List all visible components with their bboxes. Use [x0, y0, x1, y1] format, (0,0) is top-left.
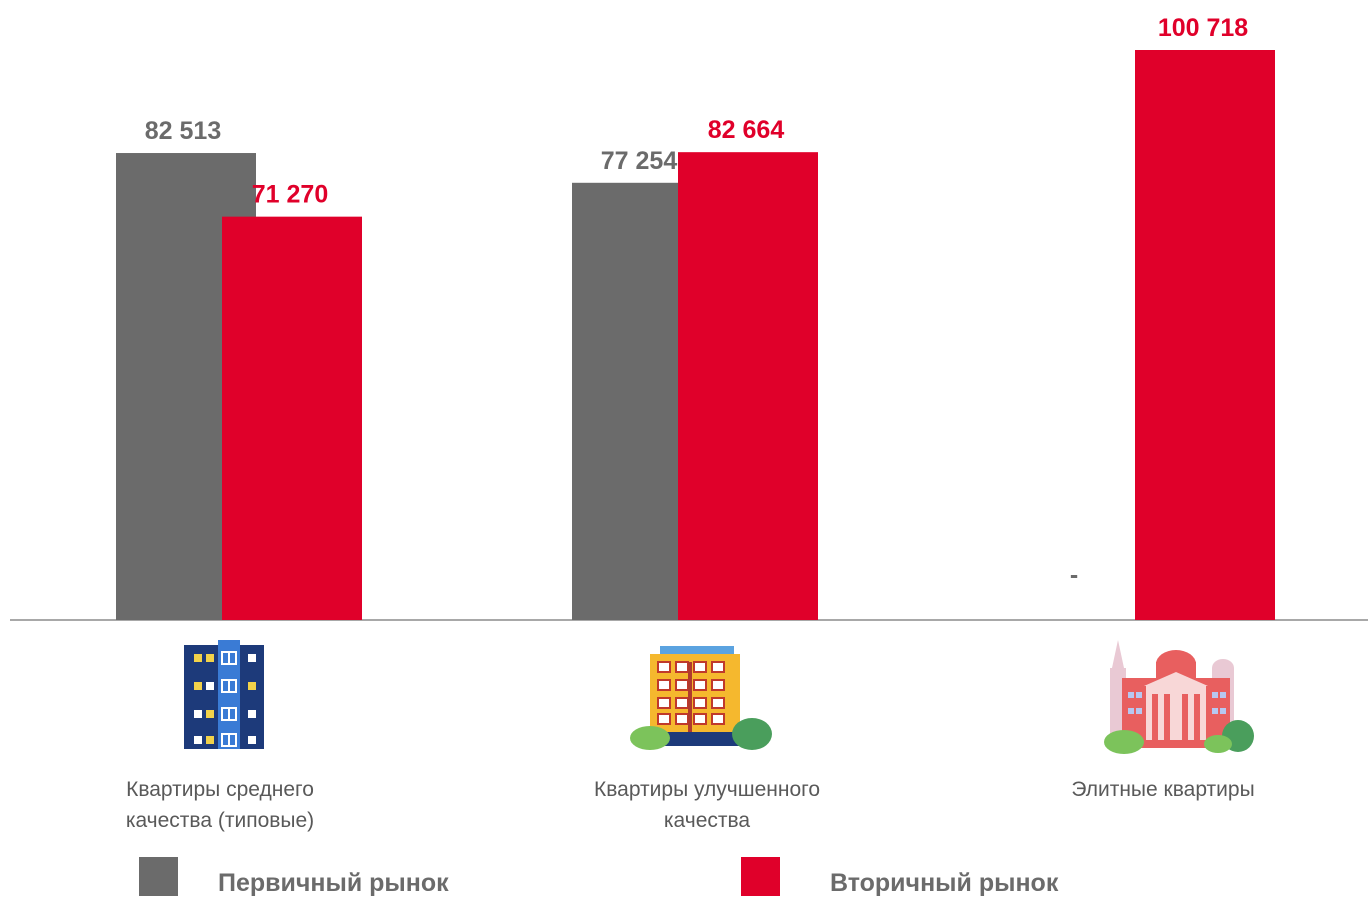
- elite-classical-building-icon: [1104, 640, 1254, 754]
- legend-swatch-secondary: [741, 857, 780, 896]
- category-label-3: Элитные квартиры: [1003, 774, 1323, 805]
- category-label-2: Квартиры улучшенного качества: [547, 774, 867, 836]
- data-label-secondary-2: 82 664: [708, 116, 785, 144]
- category-label-3-line1: Элитные квартиры: [1071, 778, 1255, 801]
- category-label-1-line1: Квартиры среднего: [126, 778, 314, 801]
- data-label-secondary-1: 71 270: [252, 181, 328, 209]
- category-label-2-line2: качества: [663, 809, 751, 832]
- data-label-primary-3: -: [1070, 561, 1078, 589]
- data-label-secondary-3: 100 718: [1158, 14, 1248, 42]
- blue-apartment-building-icon: [184, 640, 264, 749]
- category-label-2-line1: Квартиры улучшенного: [593, 778, 821, 801]
- legend-swatch-primary: [139, 857, 178, 896]
- legend-label-secondary: Вторичный рынок: [830, 869, 1059, 897]
- bar-secondary-2: [678, 152, 818, 620]
- bar-secondary-1: [222, 216, 362, 621]
- category-label-1: Квартиры среднего качества (типовые): [60, 774, 380, 836]
- category-label-1-line2: качества (типовые): [125, 809, 315, 832]
- legend-label-primary: Первичный рынок: [218, 869, 449, 897]
- data-label-primary-2: 77 254: [601, 147, 678, 175]
- bar-chart: 82 513 77 254 - 71 270 82 664 100 718: [10, 14, 1368, 621]
- data-label-primary-1: 82 513: [145, 117, 221, 145]
- yellow-apartment-building-icon: [630, 646, 772, 750]
- bar-secondary-3: [1135, 50, 1275, 620]
